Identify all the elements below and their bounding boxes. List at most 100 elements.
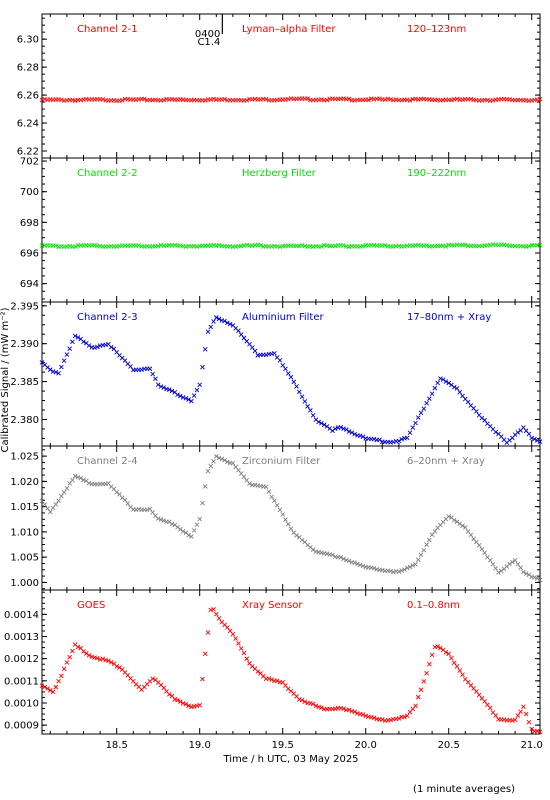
data-point <box>476 692 482 698</box>
x-tick-label: 20.0 <box>355 740 377 751</box>
data-point <box>404 565 410 571</box>
data-point <box>194 387 200 393</box>
data-point <box>194 522 200 528</box>
panel-channel-label: Channel 2-4 <box>77 456 138 467</box>
data-point <box>424 400 429 406</box>
data-point <box>202 651 208 657</box>
data-point <box>310 701 316 707</box>
data-point <box>440 377 446 382</box>
y-tick-label: 694 <box>20 279 39 290</box>
data-point <box>175 524 180 530</box>
data-point <box>178 393 183 399</box>
y-tick-label: 1.015 <box>10 502 39 513</box>
data-point <box>202 484 208 489</box>
data-point <box>410 563 416 568</box>
data-point <box>462 525 468 530</box>
data-point <box>532 436 537 442</box>
data-point <box>172 697 178 702</box>
data-point <box>111 346 117 352</box>
y-tick-label: 1.010 <box>10 527 39 538</box>
data-point <box>366 97 371 103</box>
data-point <box>222 96 227 102</box>
panel-channel-label: Channel 2-3 <box>77 312 138 323</box>
data-point <box>211 319 216 324</box>
data-point <box>310 547 316 552</box>
data-point <box>208 463 214 469</box>
data-point <box>288 374 294 380</box>
data-point <box>67 346 72 351</box>
y-tick-label: 2.380 <box>10 415 39 426</box>
data-point <box>424 542 429 547</box>
panel-2: 694 696 698 700 702 Channel 2-2 Herzberg Filte… <box>20 157 543 303</box>
data-point <box>413 420 418 426</box>
data-point <box>360 712 366 717</box>
data-point <box>526 243 532 249</box>
panel-band-label: 6–20nm + Xray <box>407 456 485 467</box>
flare-marker-class: C1.4 <box>197 37 220 48</box>
data-point <box>308 407 313 413</box>
data-point <box>161 685 167 691</box>
data-point <box>175 392 180 398</box>
data-point <box>75 644 81 650</box>
data-point <box>72 333 78 339</box>
data-point <box>169 388 175 394</box>
data-point <box>349 430 355 435</box>
data-point <box>518 709 523 715</box>
x-axis: 18.5 19.0 19.5 20.0 20.5 21.0 <box>106 740 543 751</box>
data-point <box>305 404 310 409</box>
data-point <box>249 345 255 350</box>
data-point <box>332 706 338 712</box>
data-point <box>427 396 432 401</box>
panel-channel-label: GOES <box>77 600 105 611</box>
data-point <box>299 697 305 703</box>
data-point <box>50 505 56 511</box>
data-point <box>507 561 512 567</box>
data-point <box>172 242 178 248</box>
data-point <box>150 371 155 377</box>
x-tick-label: 20.5 <box>438 740 460 751</box>
data-point <box>474 689 479 694</box>
data-point <box>465 529 471 534</box>
data-point <box>142 96 147 102</box>
chart-panels: 6.22 6.24 6.26 6.28 6.30 Channel 2-1 Lyman–alp… <box>4 13 543 735</box>
data-point <box>274 678 280 684</box>
data-point <box>515 713 521 718</box>
data-point <box>371 715 377 721</box>
data-point <box>449 655 454 661</box>
y-tick-label: 698 <box>20 218 39 229</box>
data-point <box>457 668 463 673</box>
data-point <box>86 653 92 658</box>
data-point <box>529 726 535 732</box>
data-point <box>205 630 211 635</box>
data-point <box>454 664 460 669</box>
data-point <box>59 364 64 370</box>
footer-note: (1 minute averages) <box>413 784 515 795</box>
data-point <box>108 344 114 350</box>
data-point <box>263 96 269 102</box>
data-point <box>346 96 352 102</box>
data-point <box>75 335 81 340</box>
data-point <box>493 713 499 718</box>
data-point <box>404 713 410 719</box>
data-point <box>294 384 299 389</box>
data-point <box>205 468 211 474</box>
data-point <box>83 651 89 656</box>
data-point <box>86 480 92 486</box>
data-point <box>324 424 330 429</box>
flare-marker: 0400 C1.4 <box>195 14 223 48</box>
data-point <box>178 699 183 704</box>
data-point <box>521 704 526 710</box>
data-point <box>186 703 191 709</box>
data-point <box>462 242 468 248</box>
data-point <box>413 561 418 567</box>
data-point <box>161 97 167 103</box>
data-point <box>249 243 255 249</box>
data-point <box>216 316 222 322</box>
data-point <box>407 98 413 103</box>
data-point <box>205 329 211 335</box>
data-point <box>183 396 189 401</box>
data-point <box>274 503 280 508</box>
data-point <box>53 243 59 248</box>
data-point <box>443 379 449 384</box>
data-point <box>236 328 241 333</box>
